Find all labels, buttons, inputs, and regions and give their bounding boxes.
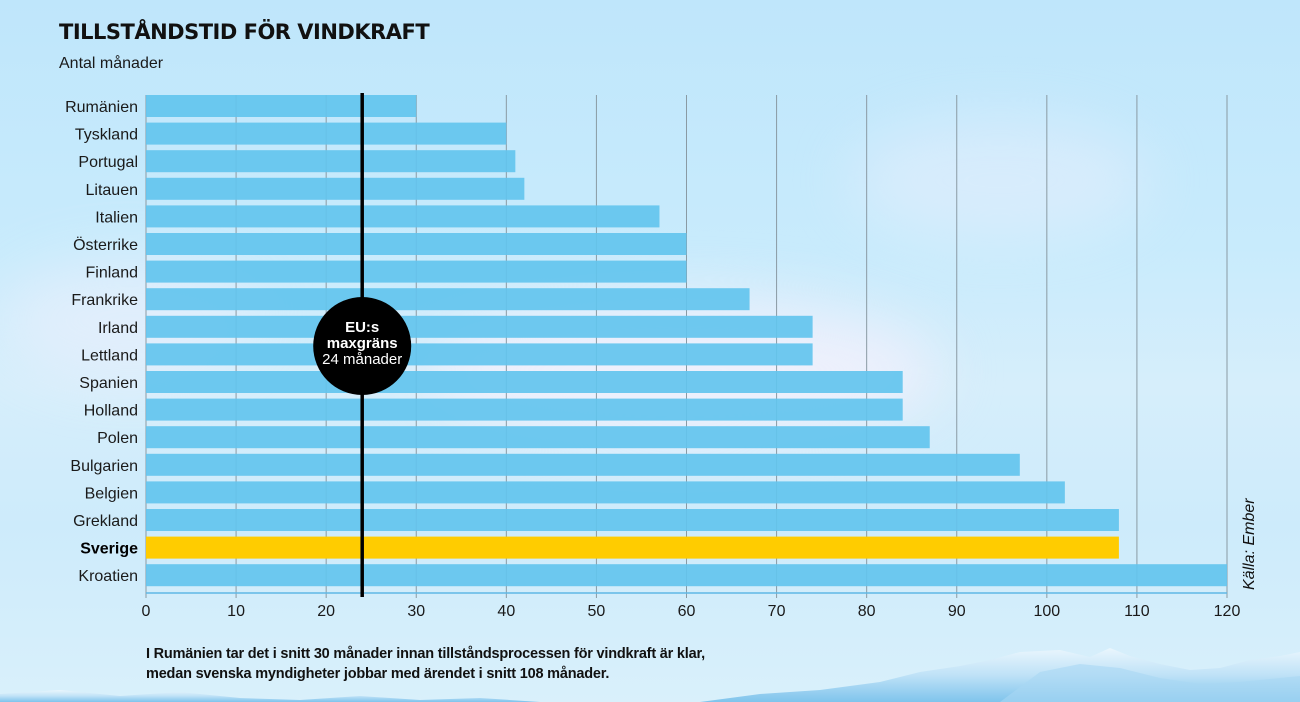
category-label: Finland: [86, 265, 138, 282]
category-label: Österrike: [73, 236, 138, 254]
category-label: Holland: [84, 403, 138, 420]
x-tick-label: 90: [948, 603, 966, 620]
category-label: Litauen: [86, 182, 139, 199]
category-label: Grekland: [73, 513, 138, 530]
bar-italien: [146, 205, 660, 228]
bar-tyskland: [146, 122, 507, 145]
bar-rumänien: [146, 95, 417, 117]
eu-limit-label-line3: 24 månader: [322, 351, 402, 368]
bar-grekland: [146, 509, 1119, 531]
x-tick-label: 70: [768, 603, 786, 620]
bar-polen: [146, 426, 930, 449]
category-label: Bulgarien: [70, 458, 138, 475]
bar-kroatien: [146, 564, 1227, 587]
category-label: Polen: [97, 430, 138, 447]
background-cloud: [850, 120, 1150, 240]
bar-finland: [146, 260, 687, 283]
eu-limit-label-line2: maxgräns: [327, 335, 398, 352]
bar-frankrike: [146, 288, 750, 311]
x-tick-label: 50: [588, 603, 606, 620]
mountain-background: [0, 648, 1300, 702]
category-labels: Rumänien Tyskland Portugal Litauen Italien Ös…: [65, 99, 138, 585]
category-label: Belgien: [85, 485, 138, 502]
x-tick-label: 110: [1124, 603, 1150, 620]
bar-spanien: [146, 371, 903, 393]
category-label: Italien: [95, 209, 138, 226]
category-label: Rumänien: [65, 99, 138, 116]
x-tick-label: 80: [858, 603, 876, 620]
caption-line-1: I Rumänien tar det i snitt 30 månader in…: [146, 646, 705, 662]
bar-bulgarien: [146, 453, 1020, 476]
bar-portugal: [146, 150, 516, 173]
caption: I Rumänien tar det i snitt 30 månader in…: [146, 644, 846, 684]
x-tick-label: 100: [1033, 603, 1060, 620]
chart-title: TILLSTÅNDSTID FÖR VINDKRAFT: [59, 20, 430, 44]
eu-limit-badge: [313, 297, 412, 395]
x-tick-label: 20: [317, 603, 335, 620]
x-axis: 0 10 20 30 40 50 60 70 80 90 100 110 120: [142, 592, 1241, 620]
category-label: Spanien: [79, 375, 138, 392]
category-label: Sverige: [80, 541, 138, 558]
x-tick-label: 10: [227, 603, 245, 620]
eu-limit-label-line1: EU:s: [345, 319, 379, 336]
category-label: Frankrike: [71, 292, 138, 309]
bar-irland: [146, 315, 813, 338]
category-label: Tyskland: [75, 127, 138, 144]
x-tick-label: 120: [1214, 603, 1241, 620]
bar-österrike: [146, 233, 687, 255]
bar-holland: [146, 398, 903, 421]
category-label: Kroatien: [78, 568, 138, 585]
bar-litauen: [146, 177, 525, 200]
bar-sverige: [146, 536, 1119, 559]
x-tick-label: 40: [497, 603, 515, 620]
x-tick-label: 60: [678, 603, 696, 620]
bars: [146, 95, 1227, 587]
caption-line-2: medan svenska myndigheter jobbar med äre…: [146, 666, 610, 682]
category-label: Lettland: [81, 347, 138, 364]
category-label: Portugal: [78, 154, 138, 171]
x-tick-label: 0: [142, 603, 151, 620]
chart-subtitle: Antal månader: [59, 55, 164, 72]
source-label: Källa: Ember: [1241, 498, 1258, 590]
x-tick-label: 30: [407, 603, 425, 620]
bar-belgien: [146, 481, 1065, 504]
category-label: Irland: [98, 320, 138, 337]
bar-lettland: [146, 343, 813, 366]
